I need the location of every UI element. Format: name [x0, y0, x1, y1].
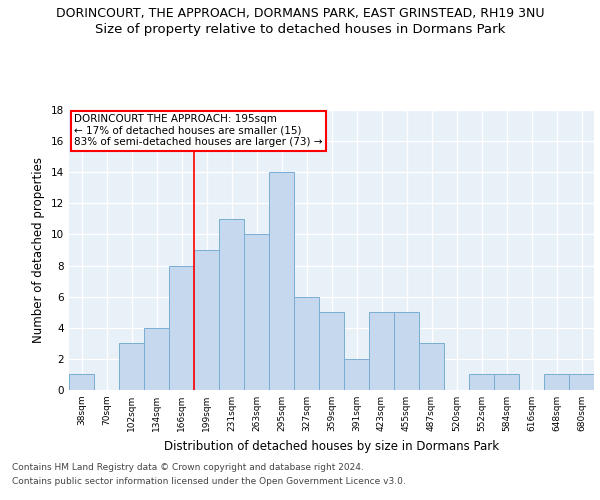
Y-axis label: Number of detached properties: Number of detached properties [32, 157, 46, 343]
Bar [144, 328, 169, 390]
Bar [569, 374, 594, 390]
Bar [419, 344, 444, 390]
X-axis label: Distribution of detached houses by size in Dormans Park: Distribution of detached houses by size … [164, 440, 499, 452]
Bar [119, 344, 144, 390]
Bar [544, 374, 569, 390]
Bar [219, 219, 244, 390]
Bar [294, 296, 319, 390]
Text: Contains HM Land Registry data © Crown copyright and database right 2024.: Contains HM Land Registry data © Crown c… [12, 464, 364, 472]
Bar [319, 312, 344, 390]
Bar [344, 359, 369, 390]
Text: DORINCOURT, THE APPROACH, DORMANS PARK, EAST GRINSTEAD, RH19 3NU: DORINCOURT, THE APPROACH, DORMANS PARK, … [56, 8, 544, 20]
Bar [194, 250, 219, 390]
Text: Size of property relative to detached houses in Dormans Park: Size of property relative to detached ho… [95, 22, 505, 36]
Bar [244, 234, 269, 390]
Bar [369, 312, 394, 390]
Bar [494, 374, 519, 390]
Bar [269, 172, 294, 390]
Text: Contains public sector information licensed under the Open Government Licence v3: Contains public sector information licen… [12, 477, 406, 486]
Bar [169, 266, 194, 390]
Bar [469, 374, 494, 390]
Bar [69, 374, 94, 390]
Bar [394, 312, 419, 390]
Text: DORINCOURT THE APPROACH: 195sqm
← 17% of detached houses are smaller (15)
83% of: DORINCOURT THE APPROACH: 195sqm ← 17% of… [74, 114, 323, 148]
